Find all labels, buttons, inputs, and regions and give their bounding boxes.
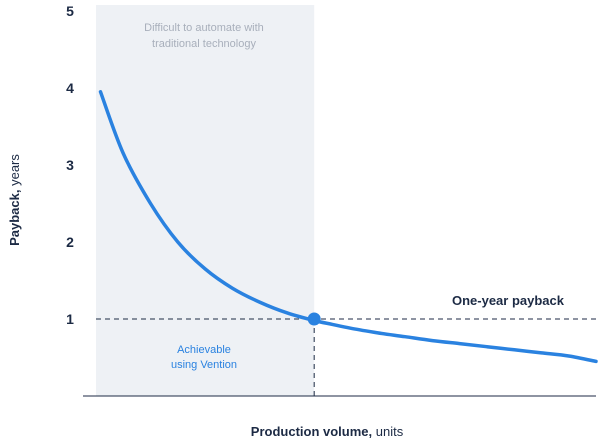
top-shade-label-line1: Difficult to automate with [144,22,264,34]
y-tick-label-1: 1 [66,311,74,327]
shaded-region-layer [96,5,315,396]
series-layer [98,90,598,364]
y-tick-label-2: 2 [66,234,74,250]
shaded-region [96,5,315,396]
reference-layer [96,318,596,396]
x-axis-label-rest: units [372,424,404,439]
reference-line-label: One-year payback [452,293,565,308]
one-year-marker-point [307,312,321,326]
bottom-shade-label-line2: using Vention [171,359,237,371]
series-line-0 [98,90,598,364]
y-tick-labels: 1 2 3 4 5 [66,3,74,327]
y-tick-label-3: 3 [66,157,74,173]
x-axis-label-bold: Production volume, [251,424,372,439]
y-axis-label: Payback, years [7,154,22,246]
y-axis-label-bold: Payback, [7,190,22,246]
bottom-shade-label-line1: Achievable [177,344,231,356]
x-axis-label: Production volume, units [251,424,404,439]
y-tick-label-4: 4 [66,80,74,96]
top-shade-label-line2: traditional technology [152,38,256,50]
y-tick-label-5: 5 [66,3,74,19]
y-axis-label-rest: years [7,154,22,190]
